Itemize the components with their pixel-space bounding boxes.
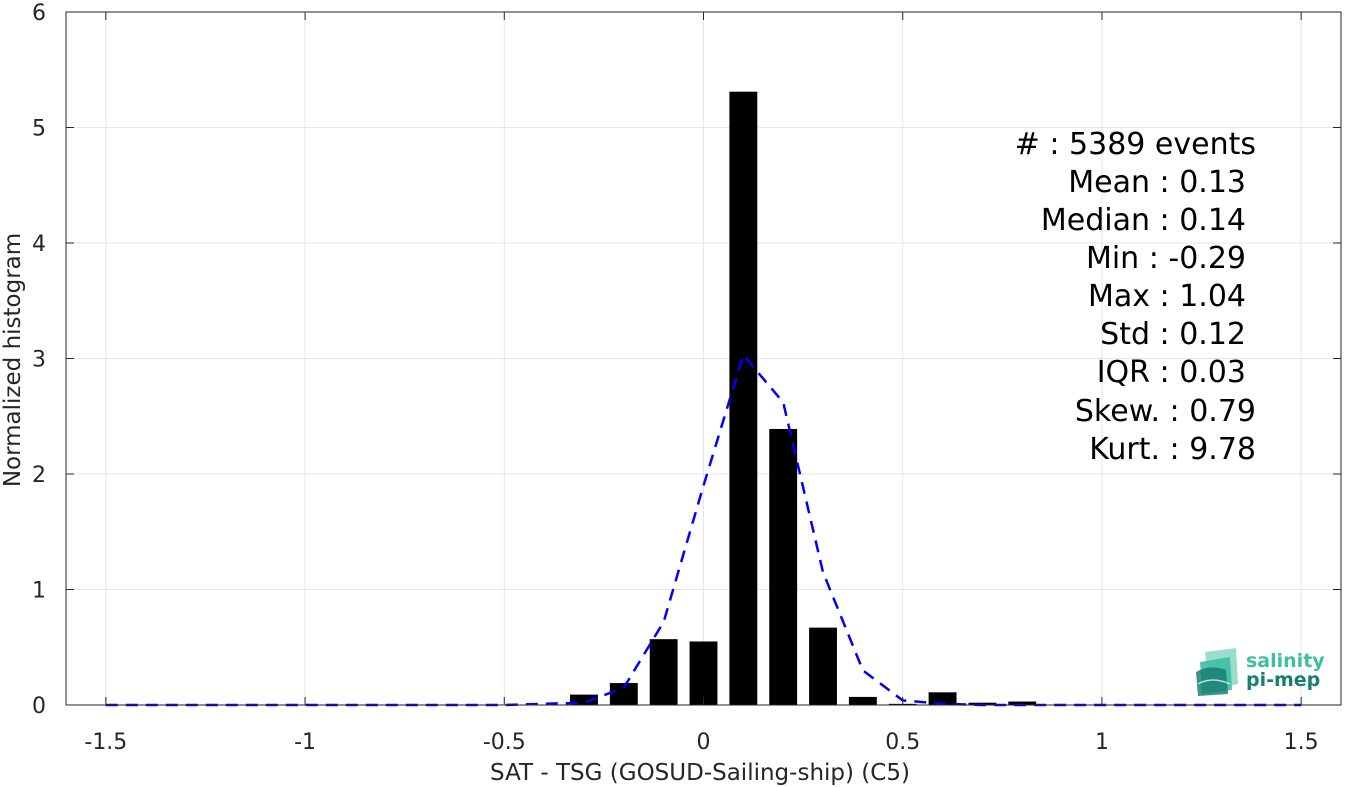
x-axis-ticks: -1.5 -1 -0.5 0 0.5 1 1.5 xyxy=(84,12,1319,755)
y-tick-label: 1 xyxy=(32,579,46,604)
y-tick-label: 5 xyxy=(32,117,46,142)
x-tick-label: -0.5 xyxy=(483,730,526,755)
histogram-bar xyxy=(689,641,718,705)
logo-line1: salinity xyxy=(1246,650,1325,672)
histogram-bar xyxy=(649,639,678,705)
x-tick-label: 1 xyxy=(1095,730,1109,755)
stat-count: # : 5389 events xyxy=(1015,127,1256,162)
stat-min: Min : -0.29 xyxy=(1086,241,1246,276)
stat-median: Median : 0.14 xyxy=(1041,203,1246,238)
stat-mean: Mean : 0.13 xyxy=(1068,165,1246,200)
y-axis-label: Normalized histogram xyxy=(0,233,26,487)
histogram-bar xyxy=(769,428,798,705)
logo-line2: pi-mep xyxy=(1246,669,1320,691)
stat-iqr: IQR : 0.03 xyxy=(1097,355,1246,390)
histogram-bar xyxy=(809,627,837,705)
x-tick-label: 0 xyxy=(697,730,711,755)
x-tick-label: 1.5 xyxy=(1284,730,1319,755)
histogram-bar xyxy=(609,683,638,705)
histogram-bar xyxy=(729,91,758,705)
y-tick-label: 2 xyxy=(32,463,46,488)
stat-kurt: Kurt. : 9.78 xyxy=(1089,432,1256,467)
stat-std: Std : 0.12 xyxy=(1100,317,1246,352)
stat-skew: Skew. : 0.79 xyxy=(1075,394,1256,429)
stat-max: Max : 1.04 xyxy=(1088,279,1246,314)
logo-waves-icon xyxy=(1196,648,1238,696)
y-tick-label: 6 xyxy=(32,1,46,26)
histogram-bar xyxy=(848,696,877,705)
y-tick-label: 3 xyxy=(32,348,46,373)
x-tick-label: -1 xyxy=(294,730,316,755)
histogram-bar xyxy=(1008,701,1037,705)
x-axis-label: SAT - TSG (GOSUD-Sailing-ship) (C5) xyxy=(490,760,910,786)
stats-box: # : 5389 events Mean : 0.13 Median : 0.1… xyxy=(1015,127,1256,467)
x-tick-label: -1.5 xyxy=(84,730,127,755)
y-tick-label: 4 xyxy=(32,232,46,257)
histogram-bars xyxy=(570,91,1037,705)
histogram-bar xyxy=(928,692,957,705)
y-axis-ticks: 0 1 2 3 4 5 6 xyxy=(32,1,1341,719)
y-tick-label: 0 xyxy=(32,694,46,719)
salinity-pimep-logo: salinity pi-mep xyxy=(1196,648,1325,696)
x-tick-label: 0.5 xyxy=(885,730,920,755)
histogram-bar xyxy=(570,694,598,705)
